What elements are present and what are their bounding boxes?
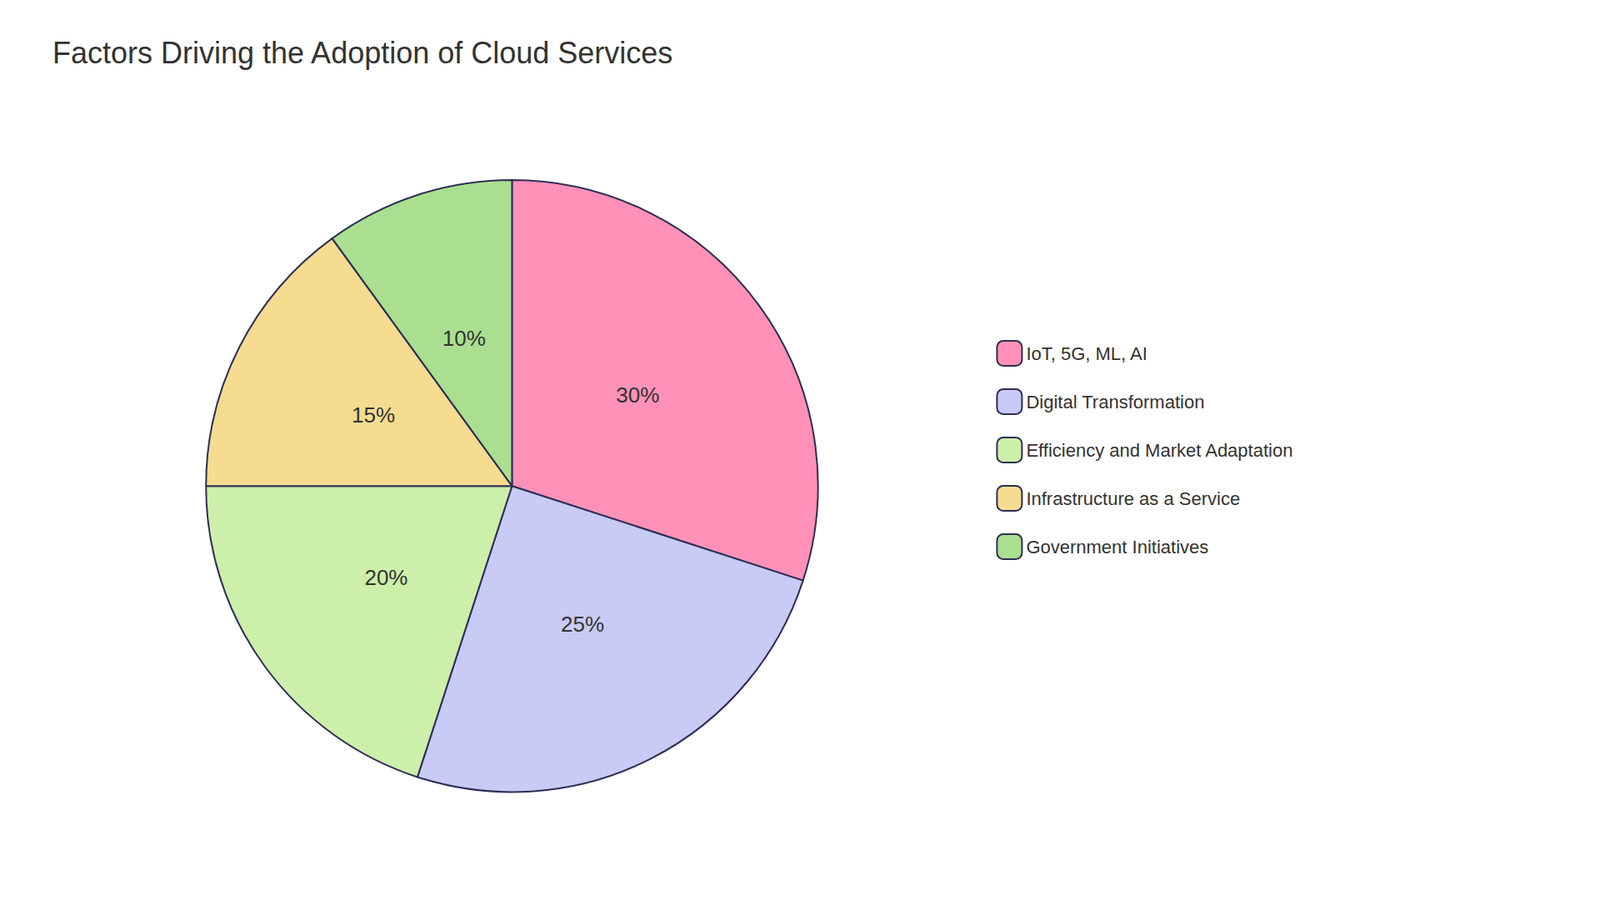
svg-text:20%: 20% xyxy=(364,565,408,590)
svg-text:Efficiency and Market Adaptati: Efficiency and Market Adaptation xyxy=(1025,440,1293,461)
svg-text:IoT, 5G, ML, AI: IoT, 5G, ML, AI xyxy=(1025,343,1148,365)
svg-text:Infrastructure as a Service: Infrastructure as a Service xyxy=(1025,488,1240,510)
svg-text:Government Initiatives: Government Initiatives xyxy=(1025,536,1209,558)
svg-text:25%: 25% xyxy=(560,611,605,637)
svg-text:Factors Driving the Adoption o: Factors Driving the Adoption of Cloud Se… xyxy=(52,35,673,70)
svg-text:30%: 30% xyxy=(615,382,660,408)
svg-text:Digital Transformation: Digital Transformation xyxy=(1025,391,1205,413)
svg-text:15%: 15% xyxy=(351,402,395,428)
svg-text:10%: 10% xyxy=(442,325,486,351)
